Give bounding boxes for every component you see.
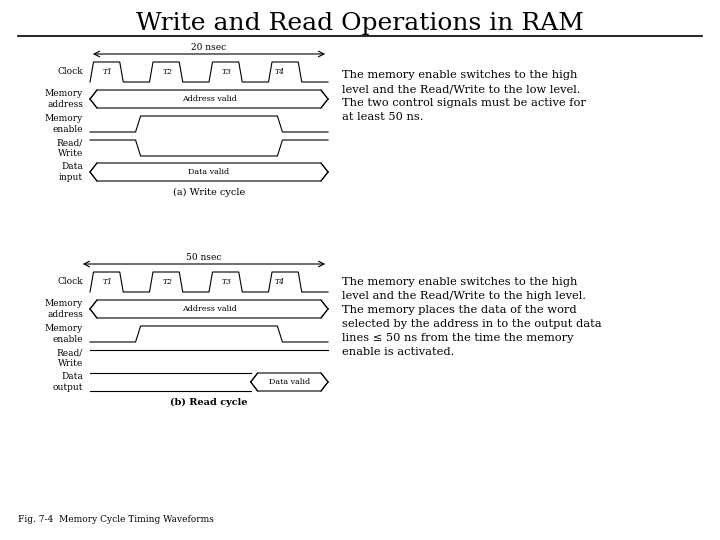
Text: Fig. 7-4  Memory Cycle Timing Waveforms: Fig. 7-4 Memory Cycle Timing Waveforms (18, 515, 214, 524)
Text: T2: T2 (162, 68, 172, 76)
Text: Write and Read Operations in RAM: Write and Read Operations in RAM (136, 12, 584, 35)
Text: Read/
Write: Read/ Write (57, 348, 83, 368)
Text: Memory
address: Memory address (45, 299, 83, 319)
Text: Read/
Write: Read/ Write (57, 138, 83, 158)
Text: T3: T3 (222, 278, 232, 286)
Text: Data
input: Data input (59, 163, 83, 181)
Text: T3: T3 (222, 68, 232, 76)
Text: Clock: Clock (58, 68, 83, 77)
Text: (a) Write cycle: (a) Write cycle (173, 188, 245, 197)
Text: Memory
enable: Memory enable (45, 325, 83, 343)
Text: The memory enable switches to the high
level and the Read/Write to the high leve: The memory enable switches to the high l… (342, 277, 602, 357)
Text: The memory enable switches to the high
level and the Read/Write to the low level: The memory enable switches to the high l… (342, 70, 586, 122)
Text: 50 nsec: 50 nsec (186, 253, 222, 262)
Text: Data
output: Data output (53, 372, 83, 391)
Text: Memory
address: Memory address (45, 89, 83, 109)
Text: T2: T2 (162, 278, 172, 286)
Text: Data valid: Data valid (269, 378, 310, 386)
Text: Address valid: Address valid (181, 95, 236, 103)
Text: Data valid: Data valid (189, 168, 230, 176)
Text: T4: T4 (274, 68, 284, 76)
Text: 20 nsec: 20 nsec (192, 43, 227, 52)
Text: (b) Read cycle: (b) Read cycle (170, 398, 248, 407)
Text: T1: T1 (103, 68, 113, 76)
Text: Address valid: Address valid (181, 305, 236, 313)
Text: T4: T4 (274, 278, 284, 286)
Text: Memory
enable: Memory enable (45, 114, 83, 134)
Text: T1: T1 (103, 278, 113, 286)
Text: Clock: Clock (58, 278, 83, 287)
